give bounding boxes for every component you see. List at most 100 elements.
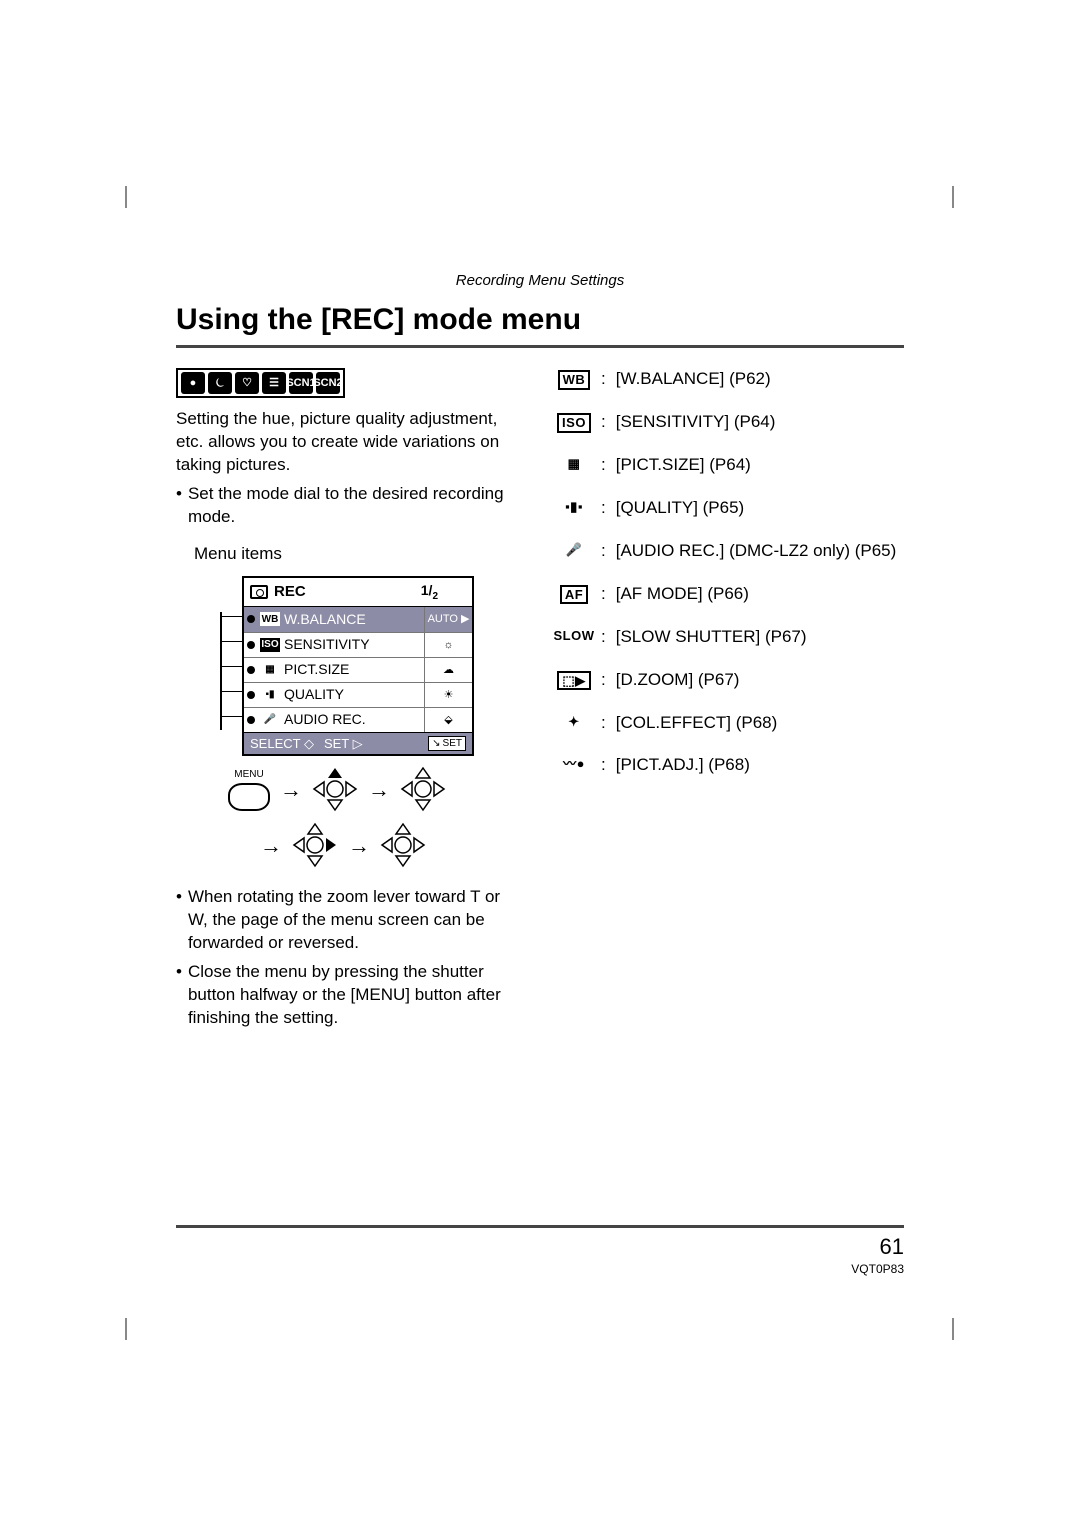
dpad-icon [312, 766, 358, 812]
page-number: 61 [176, 1234, 904, 1260]
item-text: [SLOW SHUTTER] (P67) [616, 626, 807, 649]
nav-row-2: → → [260, 822, 478, 868]
list-item: AF: [AF MODE] (P66) [557, 583, 904, 606]
row-bullet-icon [247, 641, 255, 649]
row-label: W.BALANCE [284, 610, 366, 629]
bullet-zoom-lever: • When rotating the zoom lever toward T … [176, 886, 523, 955]
menu-diagram: REC 1/2 WB W.BALANCE AUTO ▶ ISO SENSITIVITY ☼… [218, 576, 478, 869]
row-value: ⬙ [424, 708, 472, 732]
row-icon: 🎤 [260, 713, 280, 727]
mode-icon: ⏾ [208, 372, 232, 394]
menu-row: ▪▮QUALITY☀ [244, 682, 472, 707]
item-icon: ✦ [557, 712, 591, 730]
bullet-set-mode: • Set the mode dial to the desired recor… [176, 483, 523, 529]
list-item: WB: [W.BALANCE] (P62) [557, 368, 904, 391]
mode-icon: ● [181, 372, 205, 394]
list-item: ⬚▶:[D.ZOOM] (P67) [557, 669, 904, 692]
row-bullet-icon [247, 615, 255, 623]
item-text: [COL.EFFECT] (P68) [616, 712, 778, 735]
row-label: PICT.SIZE [284, 660, 349, 679]
row-value: ☁ [424, 658, 472, 682]
item-text: [AF MODE] (P66) [616, 583, 749, 606]
colon: : [601, 583, 606, 606]
item-text: [AUDIO REC.] (DMC-LZ2 only) (P65) [616, 540, 897, 563]
item-text: [PICT.ADJ.] (P68) [616, 754, 750, 777]
item-icon: ISO [557, 411, 591, 433]
item-icon: 🎤 [557, 540, 591, 558]
item-text: [PICT.SIZE] (P64) [616, 454, 751, 477]
row-bullet-icon [247, 691, 255, 699]
arrow-icon: → [368, 775, 390, 805]
colon: : [601, 754, 606, 777]
item-icon: ▦ [557, 454, 591, 472]
page-title: Using the [REC] mode menu [176, 303, 904, 337]
item-icon: ▪▮▪ [557, 497, 591, 515]
colon: : [601, 626, 606, 649]
row-icon: ISO [260, 638, 280, 652]
menu-button-label: MENU [228, 768, 270, 782]
item-text: [W.BALANCE] (P62) [616, 368, 771, 391]
menu-row: 🎤 AUDIO REC. ⬙ [244, 707, 472, 732]
colon: : [601, 454, 606, 477]
list-item: ▦: [PICT.SIZE] (P64) [557, 454, 904, 477]
bullet-text: When rotating the zoom lever toward T or… [188, 886, 523, 955]
row-icon: ▪▮ [260, 688, 280, 702]
list-item: ▪▮▪: [QUALITY] (P65) [557, 497, 904, 520]
colon: : [601, 368, 606, 391]
bullet-text: Set the mode dial to the desired recordi… [188, 483, 523, 529]
colon: : [601, 540, 606, 563]
menu-header-label: REC [274, 582, 306, 602]
row-icon: ▦ [260, 663, 280, 677]
row-bullet-icon [247, 716, 255, 724]
row-label: SENSITIVITY [284, 635, 370, 654]
row-label: AUDIO REC. [284, 710, 366, 729]
right-column: WB: [W.BALANCE] (P62) ISO: [SENSITIVITY] (P… [557, 368, 904, 1036]
arrow-icon: → [280, 775, 302, 805]
menu-footer: SELECT ◇ SET ▷ ↘SET [244, 732, 472, 755]
menu-page-fraction: 1/2 [421, 581, 466, 603]
dpad-icon [400, 766, 446, 812]
list-item: 〰●: [PICT.ADJ.] (P68) [557, 754, 904, 777]
colon: : [601, 497, 606, 520]
menu-row: ▦ PICT.SIZE ☁ [244, 657, 472, 682]
section-header: Recording Menu Settings [176, 272, 904, 289]
list-item: ✦: [COL.EFFECT] (P68) [557, 712, 904, 735]
camera-icon [250, 585, 268, 599]
page-footer: 61 VQT0P83 [176, 1225, 904, 1276]
bullet-text: Close the menu by pressing the shutter b… [188, 961, 523, 1030]
doc-code: VQT0P83 [176, 1262, 904, 1276]
row-bullet-icon [247, 666, 255, 674]
mode-dial-icons: ●⏾♡☰SCN1SCN2 [176, 368, 345, 398]
camera-menu-box: REC 1/2 WB W.BALANCE AUTO ▶ ISO SENSITIVITY ☼… [242, 576, 474, 757]
colon: : [601, 669, 606, 692]
mode-icon: SCN2 [316, 372, 340, 394]
colon: : [601, 712, 606, 735]
bullet-close-menu: • Close the menu by pressing the shutter… [176, 961, 523, 1030]
colon: : [601, 411, 606, 434]
set-box-icon: ↘SET [428, 736, 466, 752]
menu-row: ISO SENSITIVITY ☼ [244, 632, 472, 657]
arrow-icon: → [260, 831, 282, 861]
mode-icon: ♡ [235, 372, 259, 394]
footer-select-label: SELECT [250, 736, 300, 751]
row-value: AUTO ▶ [424, 607, 472, 632]
row-value: ☼ [424, 633, 472, 657]
row-value: ☀ [424, 683, 472, 707]
item-icon: AF [557, 583, 591, 605]
list-item: SLOW: [SLOW SHUTTER] (P67) [557, 626, 904, 649]
item-icon: WB [557, 368, 591, 390]
item-text: [QUALITY] (P65) [616, 497, 744, 520]
menu-button-icon [228, 783, 270, 811]
pointer-lines [220, 612, 244, 742]
list-item: 🎤: [AUDIO REC.] (DMC-LZ2 only) (P65) [557, 540, 904, 563]
row-icon: WB [260, 612, 280, 626]
item-text: [SENSITIVITY] (P64) [616, 411, 776, 434]
item-icon: SLOW [557, 626, 591, 644]
manual-page: Recording Menu Settings Using the [REC] … [176, 272, 904, 1036]
nav-row-1: MENU → → [228, 766, 478, 812]
item-icon: 〰● [557, 754, 591, 772]
dpad-icon [292, 822, 338, 868]
left-column: ●⏾♡☰SCN1SCN2 Setting the hue, picture qu… [176, 368, 523, 1036]
menu-row: WB W.BALANCE AUTO ▶ [244, 607, 472, 632]
title-rule [176, 345, 904, 348]
